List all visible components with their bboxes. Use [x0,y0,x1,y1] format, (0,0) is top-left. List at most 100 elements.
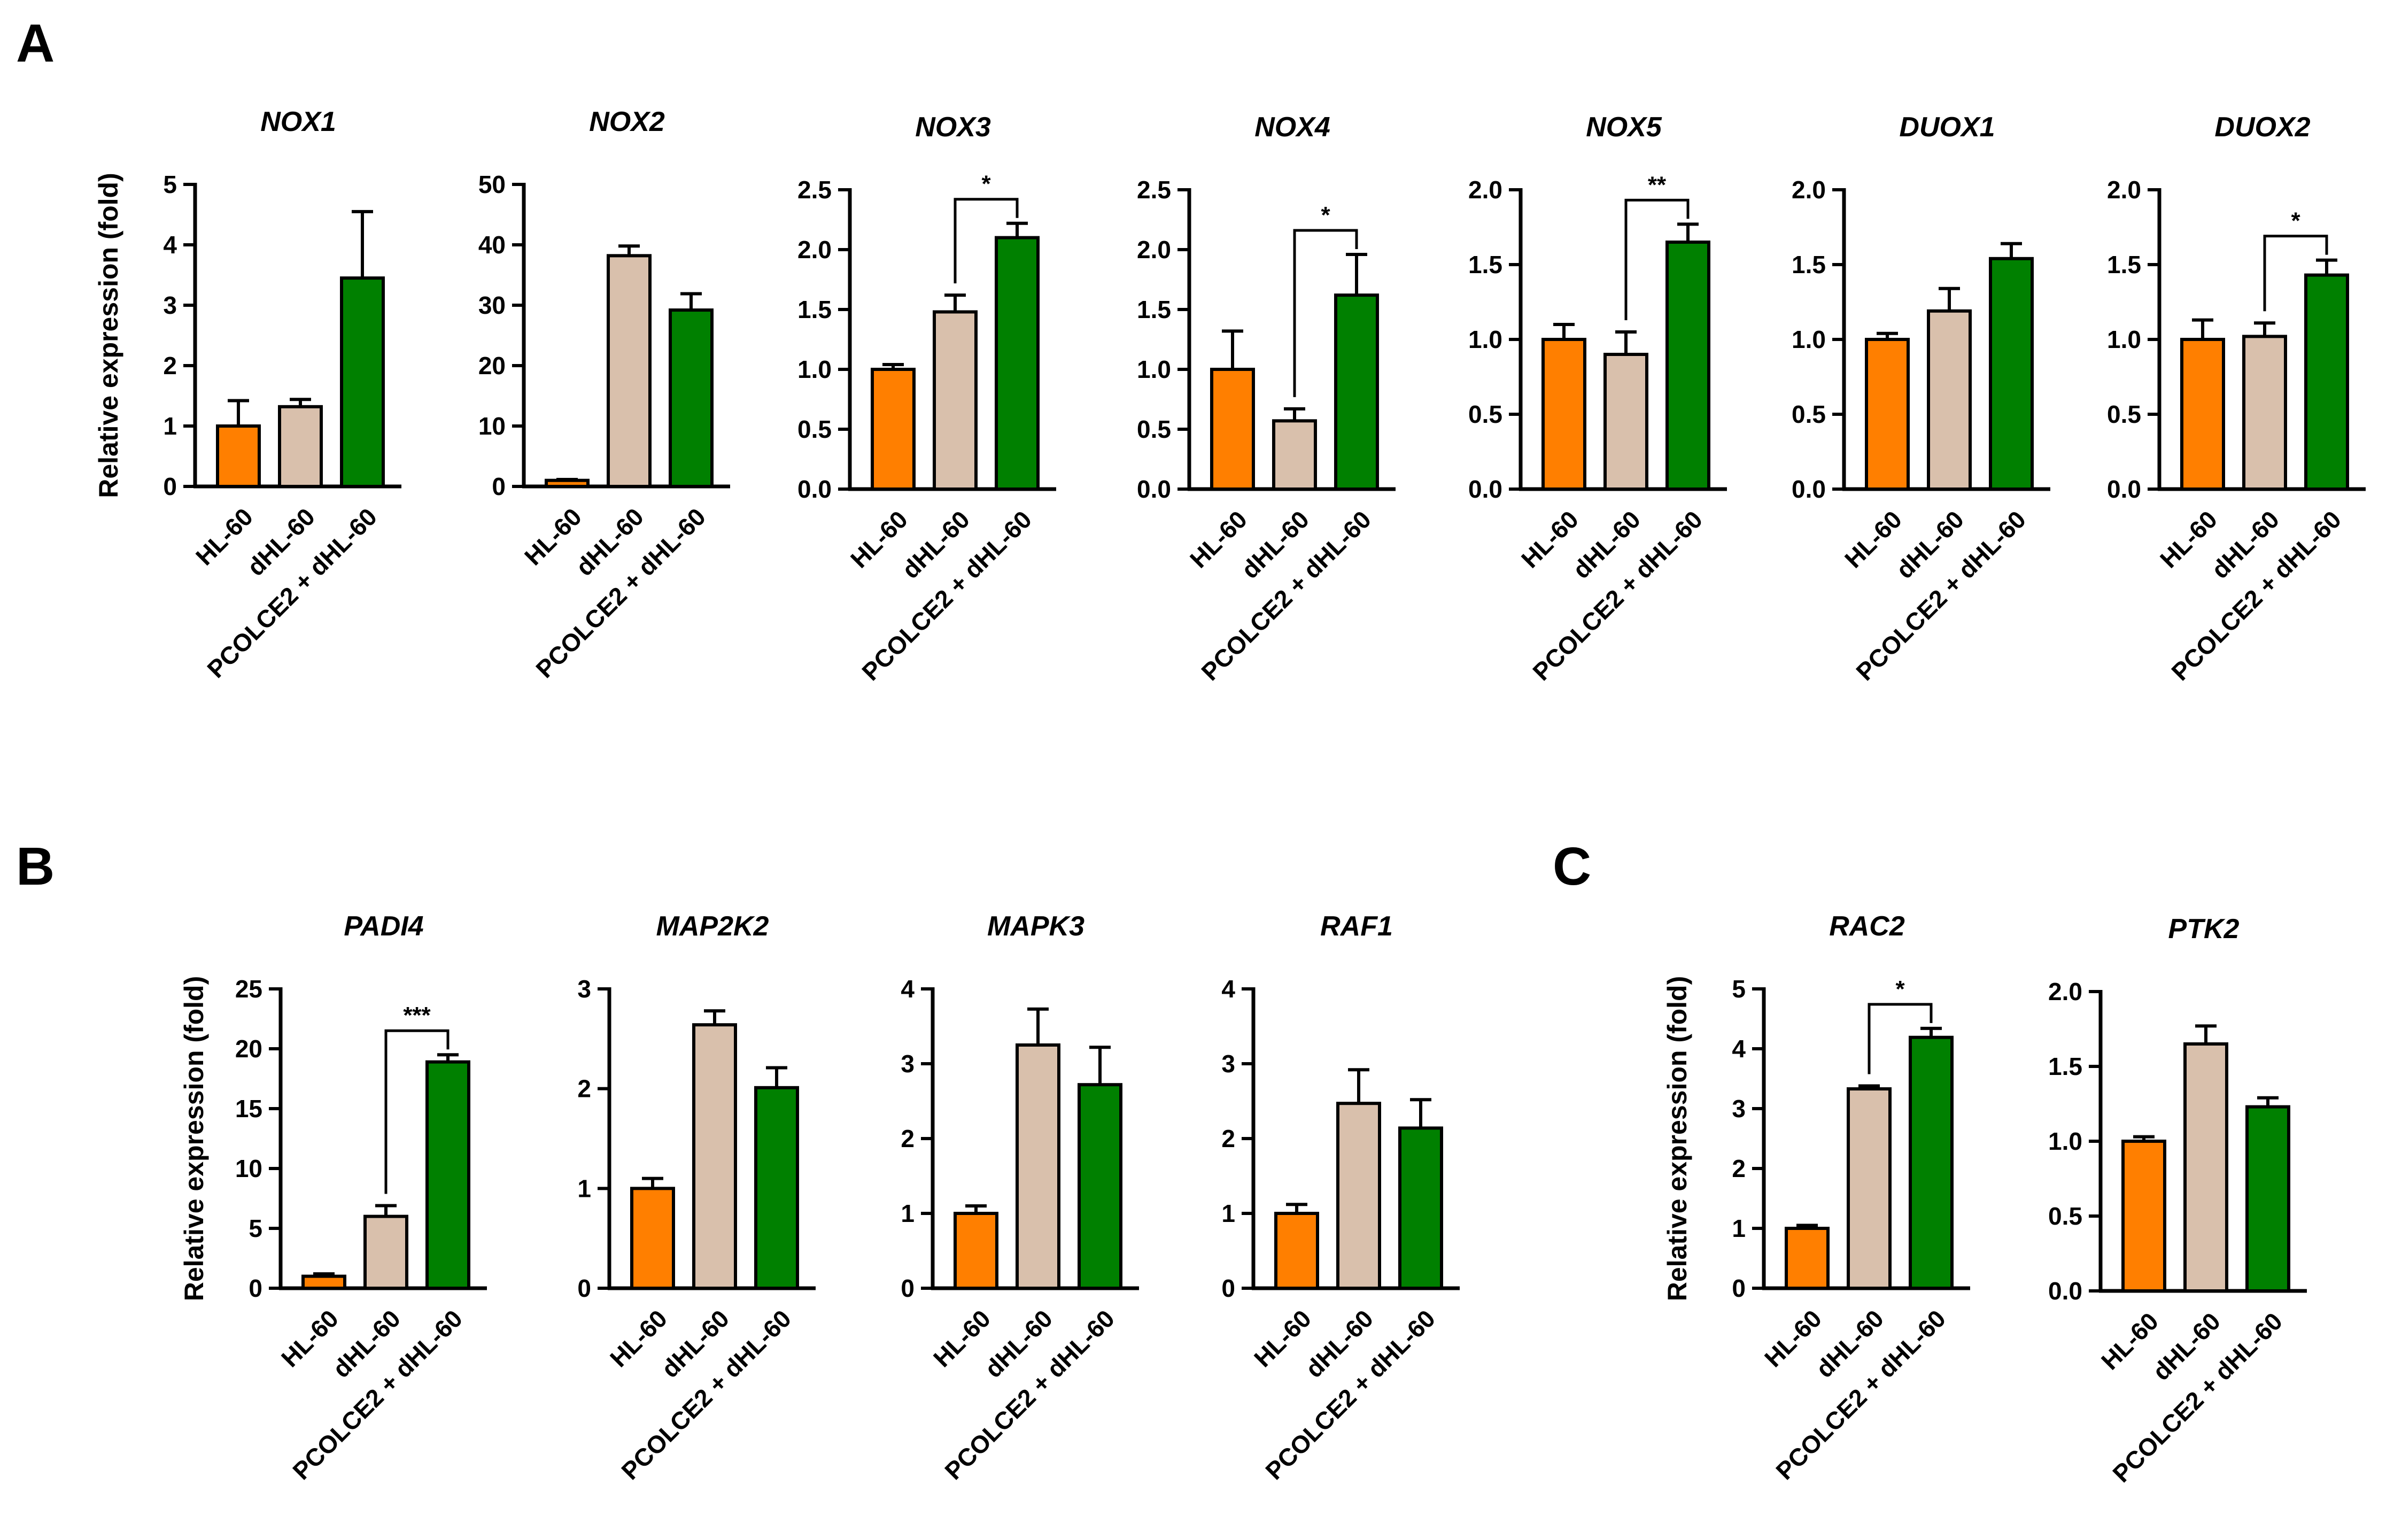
significance-label: * [2291,208,2300,234]
y-tick-label: 3 [1732,1095,1746,1123]
y-tick-label: 40 [478,231,506,259]
y-tick-label: 1.0 [2048,1127,2082,1155]
y-tick-label: 0 [1732,1274,1746,1302]
bar-pcolce2-dhl-60 [1078,1083,1122,1290]
panel-label-a: A [16,13,55,73]
y-tick-label: 20 [235,1035,262,1063]
y-tick-label: 2.0 [2048,978,2082,1005]
significance-bracket [1624,198,1690,320]
bar-hl-60 [1785,1227,1830,1290]
y-axis-label: Relative expression (fold) [179,976,209,1302]
y-tick-label: 1.0 [1792,326,1826,353]
chart-title: PADI4 [344,911,423,942]
y-tick-label: 0.5 [1468,400,1502,428]
y-tick-label: 2.0 [1137,236,1171,264]
chart-nox3: NOX30.00.51.01.52.02.5HL-60dHL-60PCOLCE2… [797,112,1056,686]
y-tick-label: 15 [235,1095,262,1123]
bar-dhl-60 [1927,309,1972,491]
y-tick-label: 1.0 [1137,355,1171,383]
bar-dhl-60 [2242,335,2287,491]
chart-title: NOX5 [1586,112,1662,143]
bar-hl-60 [301,1274,346,1290]
chart-title: DUOX2 [2214,112,2310,143]
bar-pcolce2-dhl-60 [1334,293,1379,491]
y-tick-label: 2 [1221,1125,1235,1152]
y-tick-label: 0.5 [2048,1202,2082,1230]
bar-pcolce2-dhl-60 [754,1086,799,1290]
significance-label: * [1321,202,1330,228]
y-axis-label: Relative expression (fold) [94,173,123,498]
significance-bracket [954,198,1019,284]
y-tick-label: 2 [1732,1155,1746,1182]
y-tick-label: 3 [1221,1050,1235,1078]
y-tick-label: 50 [478,171,506,198]
y-tick-label: 2.0 [2107,176,2141,204]
significance-label: *** [403,1002,431,1028]
bar-pcolce2-dhl-60 [1989,257,2034,491]
y-tick-label: 0.5 [1792,400,1826,428]
bar-pcolce2-dhl-60 [995,236,1040,491]
bar-pcolce2-dhl-60 [1398,1126,1443,1290]
y-tick-label: 1.5 [1468,251,1502,278]
y-tick-label: 1.5 [1137,296,1171,323]
y-tick-label: 2 [163,352,177,380]
y-tick-label: 30 [478,291,506,319]
bar-dhl-60 [1336,1102,1381,1290]
bar-hl-60 [954,1212,998,1290]
chart-nox4: NOX40.00.51.01.52.02.5HL-60dHL-60PCOLCE2… [1137,112,1396,686]
y-tick-label: 5 [1732,975,1746,1003]
y-tick-label: 1 [901,1200,915,1227]
significance-bracket [1868,1003,1933,1074]
y-tick-label: 0 [249,1274,262,1302]
bar-dhl-60 [2183,1042,2228,1293]
y-tick-label: 0.0 [2107,475,2141,503]
y-tick-label: 10 [235,1155,262,1182]
y-tick-label: 10 [478,412,506,440]
bar-hl-60 [2180,338,2225,491]
y-tick-label: 0.5 [797,415,832,443]
y-tick-label: 0.0 [1137,475,1171,503]
bar-pcolce2-dhl-60 [2245,1105,2290,1293]
y-tick-label: 4 [1221,975,1235,1003]
chart-title: RAF1 [1320,911,1393,942]
chart-title: MAPK3 [987,911,1084,942]
chart-title: NOX1 [260,106,336,137]
y-tick-label: 1 [163,412,177,440]
y-tick-label: 1.0 [2107,326,2141,353]
bar-hl-60 [216,424,261,488]
significance-label: * [981,171,991,197]
significance-bracket [2263,235,2328,312]
y-tick-label: 0.0 [1468,475,1502,503]
y-tick-label: 3 [163,291,177,319]
significance-bracket [1293,229,1358,397]
y-axis-label: Relative expression (fold) [1662,976,1692,1302]
significance-label: * [1895,976,1905,1002]
y-tick-label: 0 [492,473,506,500]
y-tick-label: 2.5 [1137,176,1171,204]
y-tick-label: 25 [235,975,262,1003]
y-tick-label: 2.0 [797,236,832,264]
y-tick-label: 1 [1221,1200,1235,1227]
y-tick-label: 0.0 [2048,1277,2082,1305]
y-tick-label: 1.5 [1792,251,1826,278]
chart-title: NOX3 [915,112,991,143]
y-tick-label: 4 [163,231,177,259]
y-tick-label: 3 [901,1050,915,1078]
bar-dhl-60 [1847,1087,1892,1290]
y-tick-label: 0 [1221,1274,1235,1302]
bar-hl-60 [545,478,590,489]
y-tick-label: 4 [901,975,915,1003]
bar-pcolce2-dhl-60 [1909,1035,1954,1290]
y-tick-label: 1 [577,1174,591,1202]
y-tick-label: 1.5 [2107,251,2141,278]
